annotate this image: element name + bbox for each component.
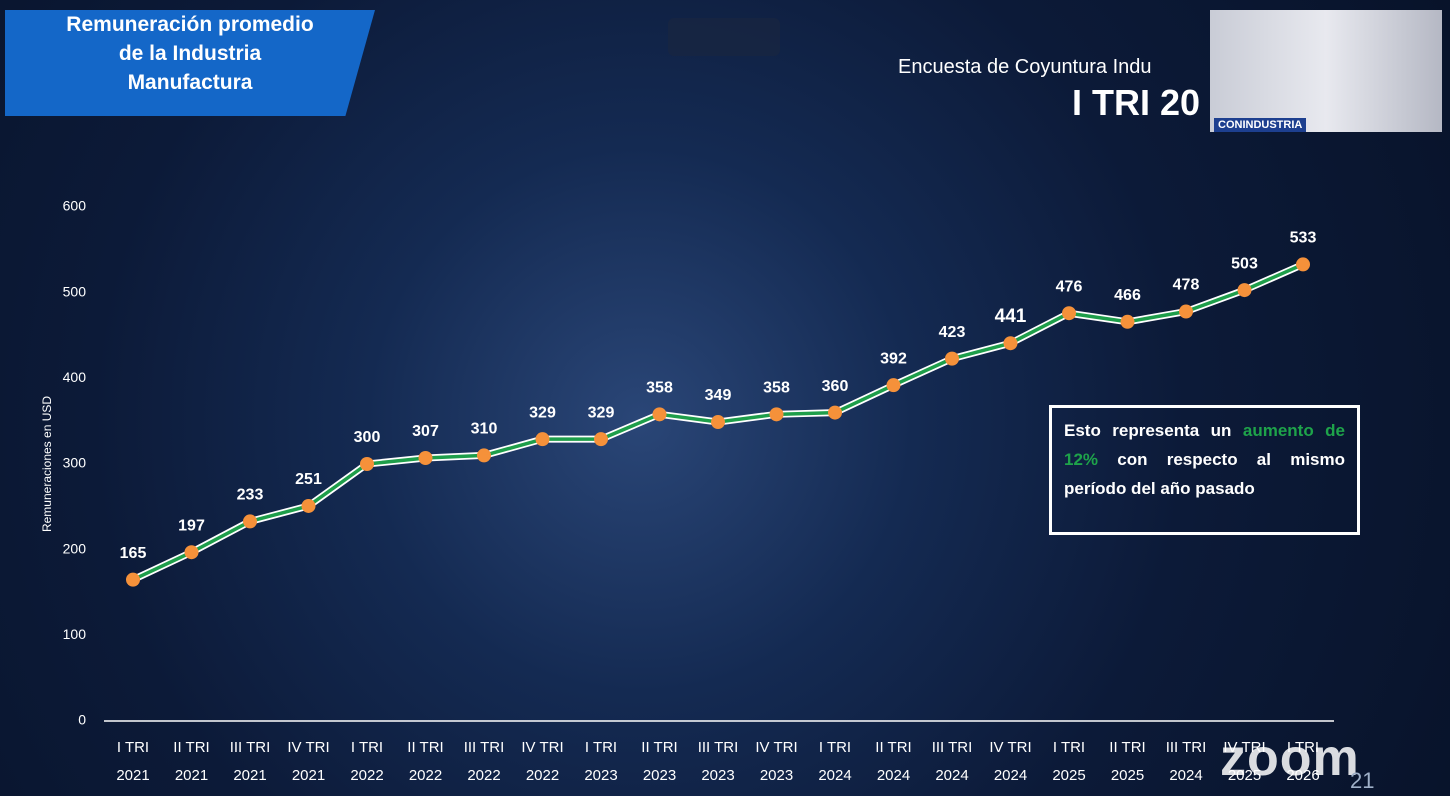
page-number: 21 — [1350, 768, 1375, 793]
y-tick-label: 500 — [63, 283, 87, 299]
data-label: 251 — [295, 471, 322, 488]
data-label: 441 — [995, 306, 1027, 327]
x-tick-label: II TRI 2024 — [875, 739, 912, 784]
x-tick-label: III TRI 2024 — [1165, 739, 1207, 784]
marker — [184, 545, 199, 560]
x-tick-label: III TRI 2023 — [697, 739, 739, 784]
data-label: 307 — [412, 423, 439, 440]
y-axis-label: Remuneraciones en USD — [40, 396, 54, 532]
data-label: 165 — [120, 545, 147, 562]
marker — [360, 457, 374, 471]
y-tick-label: 400 — [63, 369, 87, 385]
data-label: 349 — [705, 387, 732, 404]
marker — [652, 407, 667, 422]
x-tick-label: II TRI 2021 — [173, 739, 210, 784]
marker — [945, 351, 959, 366]
toolbar — [668, 18, 780, 56]
x-tick-label: I TRI 2026 — [1286, 739, 1320, 784]
video-feed: CONINDUSTRIA — [1210, 10, 1442, 132]
x-tick-label: IV TRI 2025 — [1223, 739, 1266, 784]
marker — [711, 415, 725, 430]
x-tick-label: I TRI 2025 — [1052, 739, 1086, 784]
x-tick-label: IV TRI 2022 — [521, 739, 564, 784]
data-label: 300 — [354, 429, 381, 446]
x-tick-label: I TRI 2021 — [116, 739, 150, 784]
data-label: 310 — [471, 421, 498, 438]
data-label: 360 — [822, 378, 849, 395]
marker — [126, 572, 140, 587]
marker — [477, 448, 491, 463]
data-label: 358 — [763, 380, 790, 397]
data-label: 329 — [588, 404, 615, 421]
y-tick-label: 200 — [63, 540, 87, 556]
marker — [535, 432, 550, 447]
data-label: 423 — [939, 324, 966, 341]
x-tick-label: III TRI 2022 — [463, 739, 505, 784]
annotation: Esto representa un aumento de 12% con re… — [1049, 405, 1360, 535]
marker — [1179, 304, 1193, 319]
data-label: 466 — [1114, 287, 1141, 304]
marker — [301, 498, 316, 513]
y-tick-label: 100 — [63, 626, 87, 642]
x-tick-label: I TRI 2022 — [350, 739, 384, 784]
x-tick-label: II TRI 2025 — [1109, 739, 1146, 784]
marker — [828, 405, 842, 420]
marker — [1120, 314, 1135, 329]
data-label: 197 — [178, 517, 205, 534]
x-tick-label: IV TRI 2024 — [989, 739, 1032, 784]
x-tick-label: II TRI 2023 — [641, 739, 678, 784]
annotation-text: Esto representa un — [1064, 421, 1232, 440]
x-tick-label: III TRI 2024 — [931, 739, 973, 784]
x-tick-label: III TRI 2021 — [229, 739, 271, 784]
marker — [1062, 306, 1076, 321]
data-label: 478 — [1173, 277, 1200, 294]
annotation-highlight: aumento de 12% — [1064, 421, 1345, 469]
y-tick-label: 0 — [78, 712, 86, 728]
chart-title: Remuneración promedio de la Industria Ma… — [5, 10, 375, 116]
marker — [594, 432, 608, 447]
data-label: 358 — [646, 380, 673, 397]
x-tick-label: II TRI 2022 — [407, 739, 444, 784]
title-text: Remuneración promedio de la Industria Ma… — [66, 13, 314, 94]
data-label: 233 — [237, 487, 264, 504]
y-tick-label: 300 — [63, 455, 87, 471]
video-caption: CONINDUSTRIA — [1214, 118, 1307, 132]
data-label: 392 — [880, 350, 907, 367]
marker — [1003, 336, 1018, 351]
marker — [418, 451, 433, 466]
annotation-text: con respecto al mismo período del año pa… — [1064, 450, 1345, 498]
period: I TRI 20 — [1072, 82, 1201, 123]
marker — [1237, 283, 1252, 298]
data-label: 533 — [1290, 230, 1317, 247]
x-tick-label: I TRI 2024 — [818, 739, 852, 784]
marker — [769, 407, 784, 422]
marker — [1296, 257, 1310, 272]
x-tick-label: IV TRI 2023 — [755, 739, 798, 784]
y-tick-label: 600 — [63, 198, 87, 214]
zoom-logo: zoom — [1220, 729, 1360, 787]
marker — [243, 514, 257, 529]
data-label: 476 — [1056, 278, 1083, 295]
x-tick-label: I TRI 2023 — [584, 739, 618, 784]
subtitle: Encuesta de Coyuntura Indu — [898, 56, 1152, 78]
data-label: 503 — [1231, 255, 1258, 272]
x-tick-label: IV TRI 2021 — [287, 739, 330, 784]
data-label: 329 — [529, 404, 556, 421]
marker — [886, 378, 901, 393]
